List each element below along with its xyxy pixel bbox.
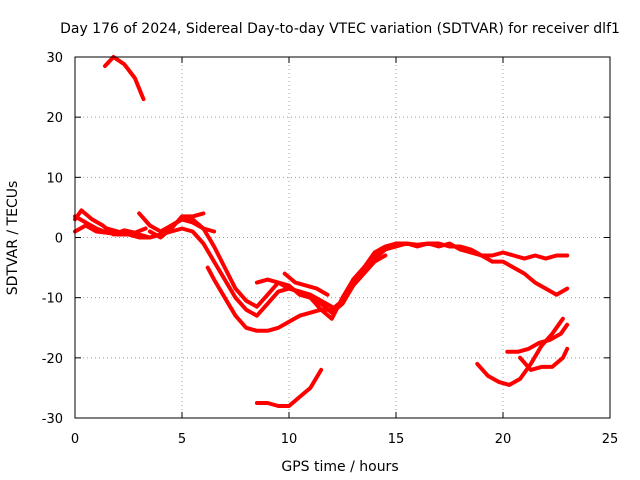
x-tick-label: 10 — [281, 432, 298, 447]
x-tick-label: 20 — [495, 432, 512, 447]
chart-title: Day 176 of 2024, Sidereal Day-to-day VTE… — [60, 21, 620, 37]
axis-ticks — [74, 56, 611, 419]
series-layer — [73, 55, 570, 408]
y-tick-label: 0 — [55, 232, 63, 247]
series-arc-12 — [254, 367, 324, 408]
series-arc-1 — [103, 55, 146, 102]
series-arc-11 — [351, 241, 570, 282]
x-tick-label: 5 — [178, 432, 186, 447]
series-arc-9 — [254, 277, 334, 309]
y-tick-label: 30 — [46, 51, 63, 66]
y-tick-label: -10 — [42, 292, 63, 307]
series-arc-10 — [282, 271, 330, 297]
y-tick-label: 10 — [46, 171, 63, 186]
tick-labels: 0 5 10 15 20 25 -30 -20 -10 0 10 20 30 — [42, 51, 619, 447]
series-arc-8 — [205, 241, 570, 333]
x-tick-label: 25 — [602, 432, 619, 447]
y-tick-label: 20 — [46, 111, 63, 126]
x-tick-label: 15 — [388, 432, 405, 447]
series-arc-15 — [518, 346, 570, 372]
x-axis-label: GPS time / hours — [281, 459, 398, 475]
grid — [75, 57, 610, 418]
y-tick-label: -20 — [42, 352, 63, 367]
series-arc-13 — [475, 316, 565, 387]
y-tick-label: -30 — [42, 412, 63, 427]
series-arc-14 — [505, 322, 570, 354]
x-tick-label: 0 — [71, 432, 79, 447]
series-arc-7 — [147, 211, 206, 240]
y-axis-label: SDTVAR / TECUs — [5, 181, 21, 296]
